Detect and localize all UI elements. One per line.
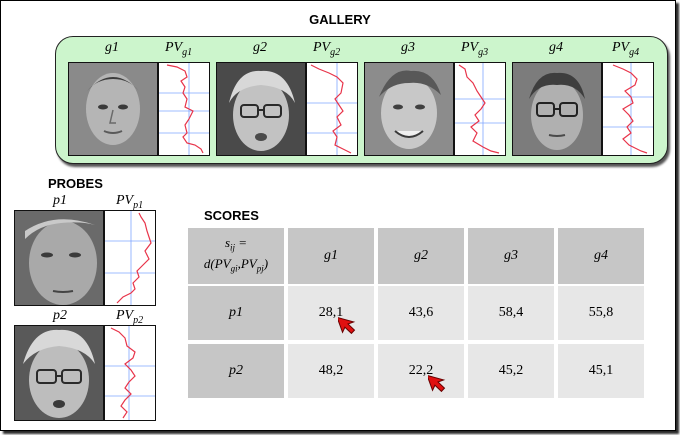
score-p1-g3: 58,4 <box>468 286 554 340</box>
score-p2-g1: 48,2 <box>288 344 374 398</box>
gallery-face-g3 <box>364 62 454 156</box>
scores-corner-formula: sij = d(PVgi,PVpj) <box>188 228 284 284</box>
score-p2-g4: 45,1 <box>558 344 644 398</box>
gallery-pv-label-g4: PVg4 <box>612 40 640 58</box>
probe-face-p2 <box>14 325 104 421</box>
probe-label-p1: p1 <box>53 193 67 208</box>
probe-face-p1 <box>14 210 104 306</box>
scores-col-header-g3: g3 <box>468 228 554 284</box>
gallery-pv-label-g3: PVg3 <box>461 40 489 58</box>
scores-col-header-g1: g1 <box>288 228 374 284</box>
face-photo-g3 <box>365 63 453 155</box>
gallery-pv-plot-g2 <box>306 62 358 156</box>
score-p2-g3: 45,2 <box>468 344 554 398</box>
gallery-pv-plot-g4 <box>602 62 654 156</box>
gallery-face-g2 <box>216 62 306 156</box>
score-p2-g2: 22,2 <box>378 344 464 398</box>
gallery-title: GALLERY <box>309 12 371 27</box>
pv-curve-g1 <box>159 63 209 155</box>
score-p1-g2: 43,6 <box>378 286 464 340</box>
scores-row-header-p2: p2 <box>188 344 284 398</box>
pv-curve-g2 <box>307 63 357 155</box>
gallery-pv-label-g1: PVg1 <box>165 40 193 58</box>
probes-title: PROBES <box>48 176 103 191</box>
face-photo-p2 <box>15 326 103 420</box>
probe-pv-label-p2: PVp2 <box>116 308 144 326</box>
probe-pv-plot-p1 <box>104 210 156 306</box>
pv-curve-p2 <box>105 326 155 420</box>
face-photo-g4 <box>513 63 601 155</box>
gallery-pv-label-g2: PVg2 <box>313 40 341 58</box>
probe-pv-label-p1: PVp1 <box>116 193 144 211</box>
scores-title: SCORES <box>204 208 259 223</box>
scores-col-header-g4: g4 <box>558 228 644 284</box>
gallery-label-g3: g3 <box>401 40 415 55</box>
gallery-label-g2: g2 <box>253 40 267 55</box>
gallery-face-g4 <box>512 62 602 156</box>
pv-curve-g4 <box>603 63 653 155</box>
pointer-arrow-icon-p2 <box>428 374 446 393</box>
gallery-pv-plot-g3 <box>454 62 506 156</box>
pv-curve-p1 <box>105 211 155 305</box>
face-photo-p1 <box>15 211 103 305</box>
scores-row-header-p1: p1 <box>188 286 284 340</box>
gallery-label-g1: g1 <box>105 40 119 55</box>
gallery-pv-plot-g1 <box>158 62 210 156</box>
gallery-label-g4: g4 <box>549 40 563 55</box>
score-p1-g4: 55,8 <box>558 286 644 340</box>
face-photo-g2 <box>217 63 305 155</box>
scores-table: sij = d(PVgi,PVpj) g1 g2 g3 g4 p1 28,1 4… <box>188 228 648 398</box>
score-p1-g1: 28,1 <box>288 286 374 340</box>
probe-label-p2: p2 <box>53 308 67 323</box>
probe-pv-plot-p2 <box>104 325 156 421</box>
gallery-face-g1 <box>68 62 158 156</box>
pv-curve-g3 <box>455 63 505 155</box>
pointer-arrow-icon-p1 <box>338 316 356 335</box>
scores-col-header-g2: g2 <box>378 228 464 284</box>
face-photo-g1 <box>69 63 157 155</box>
